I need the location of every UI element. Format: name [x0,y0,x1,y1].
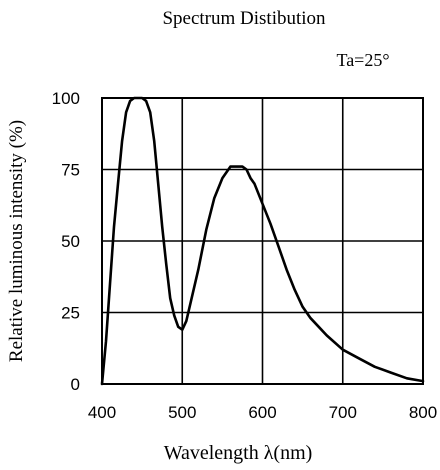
chart-title: Spectrum Distibution [162,8,326,29]
plot-frame [101,97,424,385]
grid-lines [102,98,423,384]
y-axis-label: Relative luminous intensity (%) [6,120,27,362]
x-axis-label: Wavelength λ(nm) [164,442,313,464]
x-tick-label: 800 [409,403,437,422]
y-tick-label: 75 [61,161,80,180]
x-tick-labels: 400 500 600 700 800 [88,403,437,422]
y-tick-label: 100 [52,89,80,108]
x-tick-label: 600 [248,403,276,422]
x-tick-label: 400 [88,403,116,422]
series-line [100,96,425,386]
y-tick-label: 50 [61,232,80,251]
temperature-annotation: Ta=25° [336,50,389,70]
y-tick-label: 25 [61,304,80,323]
y-tick-label: 0 [71,375,80,394]
x-tick-label: 700 [329,403,357,422]
y-tick-labels: 0 25 50 75 100 [52,89,80,394]
x-tick-label: 500 [168,403,196,422]
